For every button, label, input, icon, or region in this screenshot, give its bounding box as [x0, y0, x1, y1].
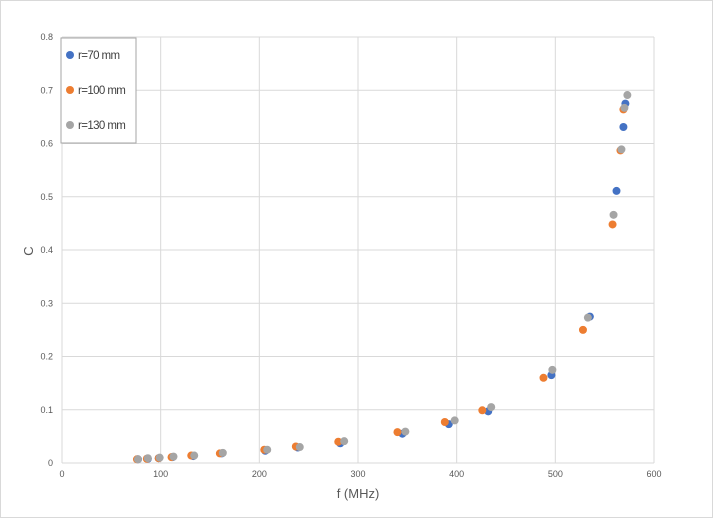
data-point-series-3	[263, 445, 272, 454]
data-point-series-3	[143, 454, 152, 463]
data-point-series-2	[440, 417, 449, 426]
legend: r=70 mm r=100 mm r=130 mm	[60, 37, 137, 144]
y-tick-label: 0	[48, 458, 53, 468]
legend-marker	[66, 86, 74, 94]
x-tick-label: 0	[59, 469, 64, 479]
data-point-series-3	[169, 452, 178, 461]
data-point-series-3	[295, 443, 304, 452]
x-tick-label: 500	[548, 469, 563, 479]
tick-labels: 0 100 200 300 400 500 600 0 0.1 0.2 0.3 0.4 0.5 0.6 0.…	[40, 32, 661, 479]
x-tick-label: 600	[646, 469, 661, 479]
legend-label: r=100 mm	[78, 85, 125, 97]
data-point-series-2	[478, 406, 487, 415]
data-point-series-3	[609, 210, 618, 219]
data-point-series-3	[133, 455, 142, 464]
data-point-series-3	[548, 365, 557, 374]
data-point-series-3	[340, 437, 349, 446]
data-point-series-2	[539, 373, 548, 382]
data-point-series-2	[608, 220, 617, 229]
data-point-series-3	[155, 453, 164, 462]
y-tick-label: 0.2	[40, 352, 53, 362]
data-point-series-3	[190, 451, 199, 460]
legend-marker	[66, 51, 74, 59]
y-tick-label: 0.8	[40, 32, 53, 42]
data-point-series-3	[623, 91, 632, 100]
data-point-series-1	[612, 186, 621, 195]
data-point-series-3	[401, 427, 410, 436]
data-point-series-3	[487, 403, 496, 412]
y-tick-label: 0.1	[40, 405, 53, 415]
x-tick-label: 100	[153, 469, 168, 479]
data-point-series-3	[583, 313, 592, 322]
data-point-series-2	[578, 325, 587, 334]
x-tick-label: 300	[350, 469, 365, 479]
data-point-series-3	[450, 416, 459, 425]
legend-marker	[66, 121, 74, 129]
legend-label: r=70 mm	[78, 50, 120, 62]
gridlines	[61, 36, 655, 464]
y-tick-label: 0.6	[40, 139, 53, 149]
legend-label: r=130 mm	[78, 120, 125, 132]
data-points	[132, 91, 632, 464]
data-point-series-3	[620, 103, 629, 112]
y-tick-label: 0.5	[40, 192, 53, 202]
x-tick-label: 400	[449, 469, 464, 479]
data-point-series-2	[334, 437, 343, 446]
data-point-series-3	[617, 145, 626, 154]
y-tick-label: 0.4	[40, 245, 53, 255]
x-axis-title: f (MHz)	[337, 486, 380, 501]
data-point-series-1	[619, 122, 628, 131]
x-tick-label: 200	[252, 469, 267, 479]
data-point-series-3	[218, 448, 227, 457]
y-tick-label: 0.7	[40, 85, 53, 95]
data-point-series-2	[393, 428, 402, 437]
y-tick-label: 0.3	[40, 298, 53, 308]
y-axis-title: C	[21, 246, 36, 255]
